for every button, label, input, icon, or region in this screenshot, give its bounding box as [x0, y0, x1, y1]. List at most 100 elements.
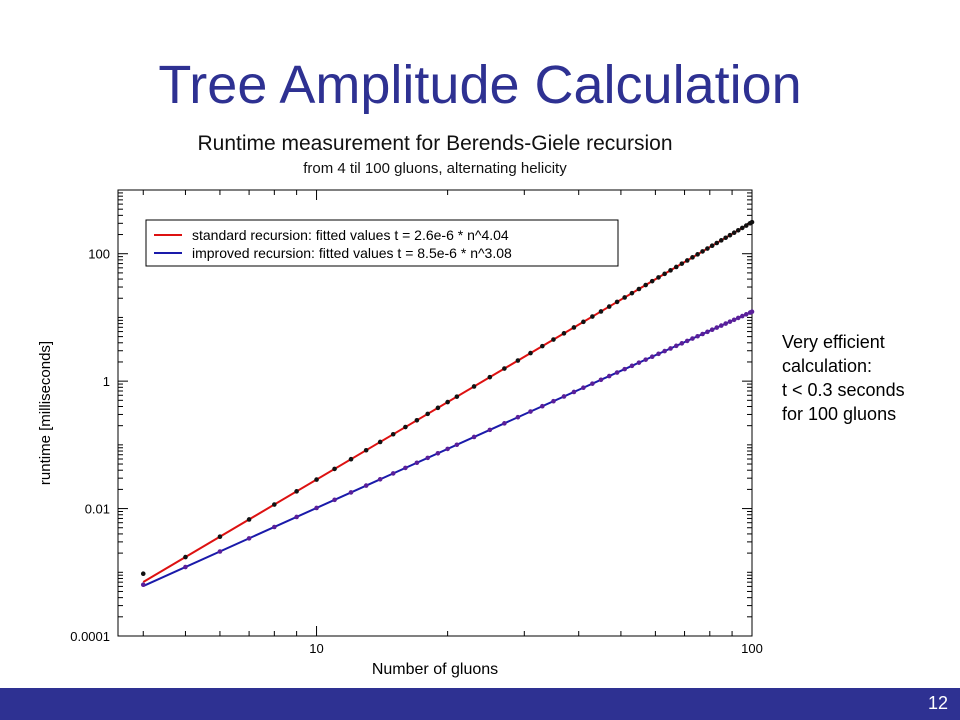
data-point [668, 268, 673, 273]
data-point [140, 582, 146, 588]
data-point [571, 389, 577, 395]
data-point [332, 497, 337, 503]
data-point [662, 348, 667, 354]
data-point [332, 466, 337, 472]
chart-subtitle: from 4 til 100 gluons, alternating helic… [303, 160, 567, 177]
data-point [571, 325, 577, 330]
data-point [649, 278, 655, 284]
data-point [718, 323, 724, 328]
data-point [246, 517, 252, 522]
data-point [705, 329, 710, 335]
data-point [403, 465, 408, 471]
data-point [348, 490, 354, 495]
data-point [502, 366, 507, 371]
data-point [709, 327, 715, 332]
data-point [739, 313, 745, 319]
data-point [606, 304, 612, 309]
data-point [454, 394, 460, 399]
data-point [739, 225, 745, 231]
data-point [314, 505, 319, 511]
data-point [540, 403, 545, 409]
data-point [528, 350, 533, 356]
legend-label-2: improved recursion: fitted values t = 8.… [192, 245, 512, 261]
data-point [731, 230, 737, 236]
data-point [622, 366, 627, 372]
data-point [314, 477, 319, 482]
data-point [294, 489, 299, 494]
x-tick-label: 100 [741, 641, 763, 656]
data-point [246, 536, 252, 541]
data-point [727, 232, 733, 238]
data-point [487, 427, 493, 433]
data-point [561, 331, 567, 336]
data-point [598, 309, 604, 314]
data-point [551, 398, 556, 404]
data-point [622, 295, 627, 300]
data-point [695, 252, 700, 257]
legend-label-1: standard recursion: fitted values t = 2.… [192, 227, 509, 243]
data-point [684, 338, 690, 344]
data-point [348, 456, 354, 462]
y-tick-label: 100 [88, 247, 110, 262]
data-point [540, 343, 545, 349]
data-point [727, 319, 733, 324]
data-point [743, 312, 749, 317]
data-point [735, 227, 741, 233]
data-point [636, 360, 642, 365]
note-line: t < 0.3 seconds [782, 380, 905, 400]
plot-frame [117, 189, 753, 637]
data-point [714, 325, 720, 330]
data-point [183, 564, 188, 570]
data-point [749, 219, 755, 225]
data-point [183, 554, 188, 560]
data-point [363, 447, 369, 453]
data-point [606, 373, 612, 379]
data-point [590, 381, 595, 386]
data-point [581, 319, 586, 325]
note-line: for 100 gluons [782, 404, 897, 424]
data-point [679, 261, 685, 266]
data-point [363, 483, 369, 488]
footer-bar: 12 [0, 688, 960, 720]
data-point [414, 460, 420, 466]
data-point [471, 434, 477, 440]
data-point [390, 471, 396, 476]
data-point [656, 275, 661, 280]
data-point [561, 394, 567, 399]
data-point [454, 442, 460, 448]
data-point [598, 377, 604, 383]
data-point [735, 315, 741, 321]
data-point [718, 238, 724, 243]
x-axis-label: Number of gluons [372, 661, 498, 678]
efficiency-note: Very efficient calculation: t < 0.3 seco… [782, 330, 957, 426]
runtime-chart: 0.0001 0.01 1 100 10 100 Number of gluons runti… [37, 189, 763, 678]
data-point [714, 240, 720, 246]
data-point [690, 255, 695, 260]
data-point [590, 314, 595, 319]
data-point [390, 431, 396, 437]
data-point [743, 223, 749, 228]
data-point [502, 421, 507, 426]
data-point [377, 476, 383, 482]
data-point [445, 399, 450, 405]
data-point [723, 321, 728, 326]
data-point [695, 333, 700, 339]
data-point [272, 524, 277, 530]
data-point [662, 271, 667, 277]
data-point [414, 417, 420, 423]
data-point [684, 258, 690, 263]
data-point [140, 571, 146, 577]
y-tick-label: 0.0001 [70, 629, 110, 644]
data-point [294, 514, 299, 520]
data-point [217, 534, 223, 539]
data-point [649, 354, 655, 359]
data-point [690, 336, 695, 341]
data-point [673, 343, 679, 349]
data-point [700, 249, 705, 254]
data-point [705, 246, 710, 251]
data-point [614, 370, 620, 375]
page-number: 12 [927, 693, 948, 713]
data-point [445, 446, 450, 452]
data-point [272, 502, 277, 507]
y-tick-label: 0.01 [85, 502, 110, 517]
